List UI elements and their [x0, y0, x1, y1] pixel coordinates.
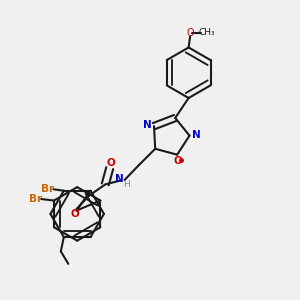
Text: O: O: [70, 209, 79, 220]
Text: N: N: [143, 120, 152, 130]
Text: Br: Br: [41, 184, 55, 194]
Text: O: O: [186, 28, 194, 38]
Text: O: O: [173, 156, 182, 166]
Text: CH₃: CH₃: [198, 28, 215, 37]
Text: O: O: [107, 158, 116, 168]
Text: H: H: [123, 180, 129, 189]
Text: Br: Br: [29, 194, 42, 204]
Text: N: N: [116, 174, 124, 184]
Text: N: N: [192, 130, 200, 140]
